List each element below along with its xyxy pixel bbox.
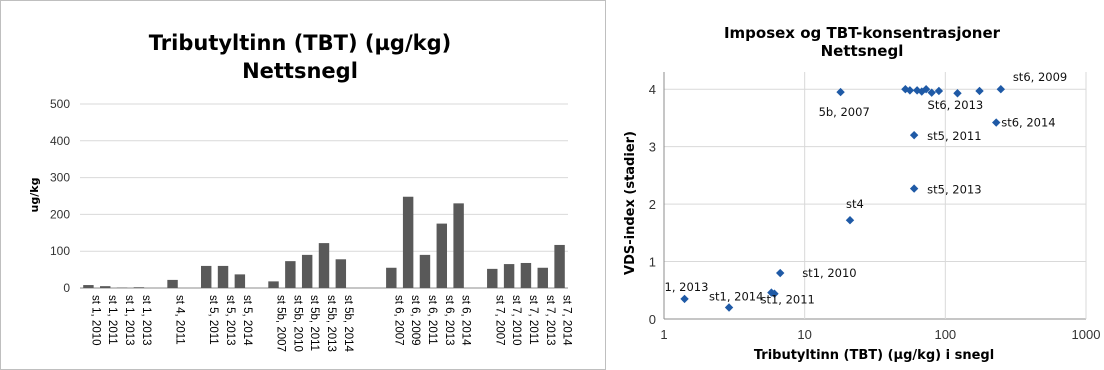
category-label: st 5b, 2014 <box>342 295 354 353</box>
point-annotation: st4 <box>846 197 864 211</box>
bar <box>436 223 448 288</box>
category-label: st 7, 2011 <box>527 295 539 345</box>
category-label: st 5, 2011 <box>207 295 219 345</box>
imposex-scatter-svg: Imposex og TBT-konsentrasjoner Nettsnegl… <box>623 24 1101 363</box>
y-tick-label: 3 <box>649 140 656 155</box>
y-tick-label: 200 <box>50 207 70 221</box>
y-tick-label: 400 <box>50 134 70 148</box>
y-tick-label: 300 <box>50 171 70 185</box>
point-annotation: st5, 2011 <box>927 129 981 143</box>
point-annotation: st1, 2014 <box>709 290 763 304</box>
bar <box>419 254 431 288</box>
bar <box>100 286 111 288</box>
category-label: st 5b, 2013 <box>325 295 337 352</box>
bar <box>167 279 178 288</box>
chart-subtitle: Nettsnegl <box>242 59 358 83</box>
chart-frame <box>0 0 606 370</box>
category-label: st 5, 2013 <box>224 295 236 346</box>
category-label: st 1, 2013 <box>123 295 135 346</box>
data-point <box>934 86 944 96</box>
x-tick-label: 100 <box>934 327 956 342</box>
y-tick-label: 2 <box>649 197 656 212</box>
bar <box>301 254 313 288</box>
y-tick-label: 500 <box>50 97 70 111</box>
y-tick-label: 1 <box>649 255 656 270</box>
bar <box>200 265 212 288</box>
x-tick-label: 10 <box>797 327 811 342</box>
data-point <box>921 85 931 94</box>
data-point <box>770 289 779 298</box>
category-label: st 7, 2007 <box>493 295 505 346</box>
category-label: st 7, 2013 <box>544 295 556 346</box>
bar <box>520 262 532 288</box>
y-tick-label: 100 <box>50 244 70 258</box>
bar <box>318 243 330 288</box>
category-label: st 4, 2011 <box>174 295 186 345</box>
data-point <box>927 88 936 97</box>
category-label: st 5b, 2011 <box>308 295 320 351</box>
point-annotation: st5, 2013 <box>927 183 981 197</box>
x-tick-label: 1000 <box>1072 327 1101 342</box>
category-label: st 5, 2014 <box>241 295 253 346</box>
category-label: st 6, 2014 <box>460 295 472 346</box>
data-point <box>975 86 984 96</box>
category-label: st 6, 2007 <box>392 295 404 346</box>
bar <box>285 261 296 288</box>
category-label: st 1, 2013 <box>140 295 152 346</box>
bar <box>335 259 347 288</box>
point-annotation: st6, 2014 <box>1001 116 1055 130</box>
y-tick-label: 0 <box>63 281 70 295</box>
data-point <box>992 118 1001 127</box>
x-tick-label: 1 <box>660 327 667 342</box>
data-point <box>953 89 962 98</box>
data-point <box>845 216 855 225</box>
point-annotation: st1, 2010 <box>802 266 856 280</box>
category-label: st 6, 2011 <box>426 295 438 345</box>
point-annotation: St6, 2013 <box>928 98 984 112</box>
category-label: st 5b, 2007 <box>275 295 287 352</box>
category-label: st 7, 2014 <box>561 295 573 346</box>
bar <box>217 265 229 288</box>
category-label: st 6, 2009 <box>409 295 421 346</box>
bar <box>133 287 145 288</box>
point-annotation: 1, 2013 <box>665 280 709 294</box>
category-label: st 6, 2013 <box>443 295 455 346</box>
point-annotation: st1, 2011 <box>760 293 814 307</box>
bar <box>453 203 464 288</box>
bar <box>537 267 548 288</box>
tbt-bar-chart-svg: Tributyltinn (TBT) (µg/kg) Nettsnegl ug/… <box>0 0 606 370</box>
data-point <box>909 130 919 140</box>
data-point <box>724 303 734 312</box>
tbt-bar-chart: Tributyltinn (TBT) (µg/kg) Nettsnegl ug/… <box>0 0 606 370</box>
category-label: st 1, 2010 <box>89 295 101 346</box>
y-tick-label: 4 <box>649 82 656 97</box>
bar <box>386 267 397 288</box>
data-point <box>909 184 919 193</box>
y-tick-label: 0 <box>649 312 656 327</box>
y-axis-label: ug/kg <box>28 178 41 213</box>
bar <box>503 264 515 288</box>
data-point <box>680 294 689 304</box>
point-annotation: st6, 2009 <box>1013 70 1067 84</box>
scatter-x-axis-label: Tributyltinn (TBT) (µg/kg) i snegl <box>754 348 994 363</box>
point-annotation: 5b, 2007 <box>819 105 870 119</box>
scatter-y-axis-label: VDS-index (stadier) <box>623 131 638 275</box>
category-label: st 5b, 2010 <box>291 295 303 352</box>
category-label: st 1, 2011 <box>106 295 118 345</box>
bar <box>487 268 498 288</box>
data-point <box>776 268 785 278</box>
chart-title: Tributyltinn (TBT) (µg/kg) <box>149 31 451 55</box>
scatter-title: Imposex og TBT-konsentrasjoner <box>724 24 1001 42</box>
scatter-subtitle: Nettsnegl <box>821 42 904 60</box>
category-label: st 7, 2010 <box>510 295 522 346</box>
bar <box>402 196 414 288</box>
bar <box>83 285 94 288</box>
bar <box>234 274 246 288</box>
bar <box>268 281 279 288</box>
data-point <box>996 85 1006 94</box>
bar <box>554 244 565 288</box>
imposex-scatter-chart: Imposex og TBT-konsentrasjoner Nettsnegl… <box>612 0 1104 370</box>
